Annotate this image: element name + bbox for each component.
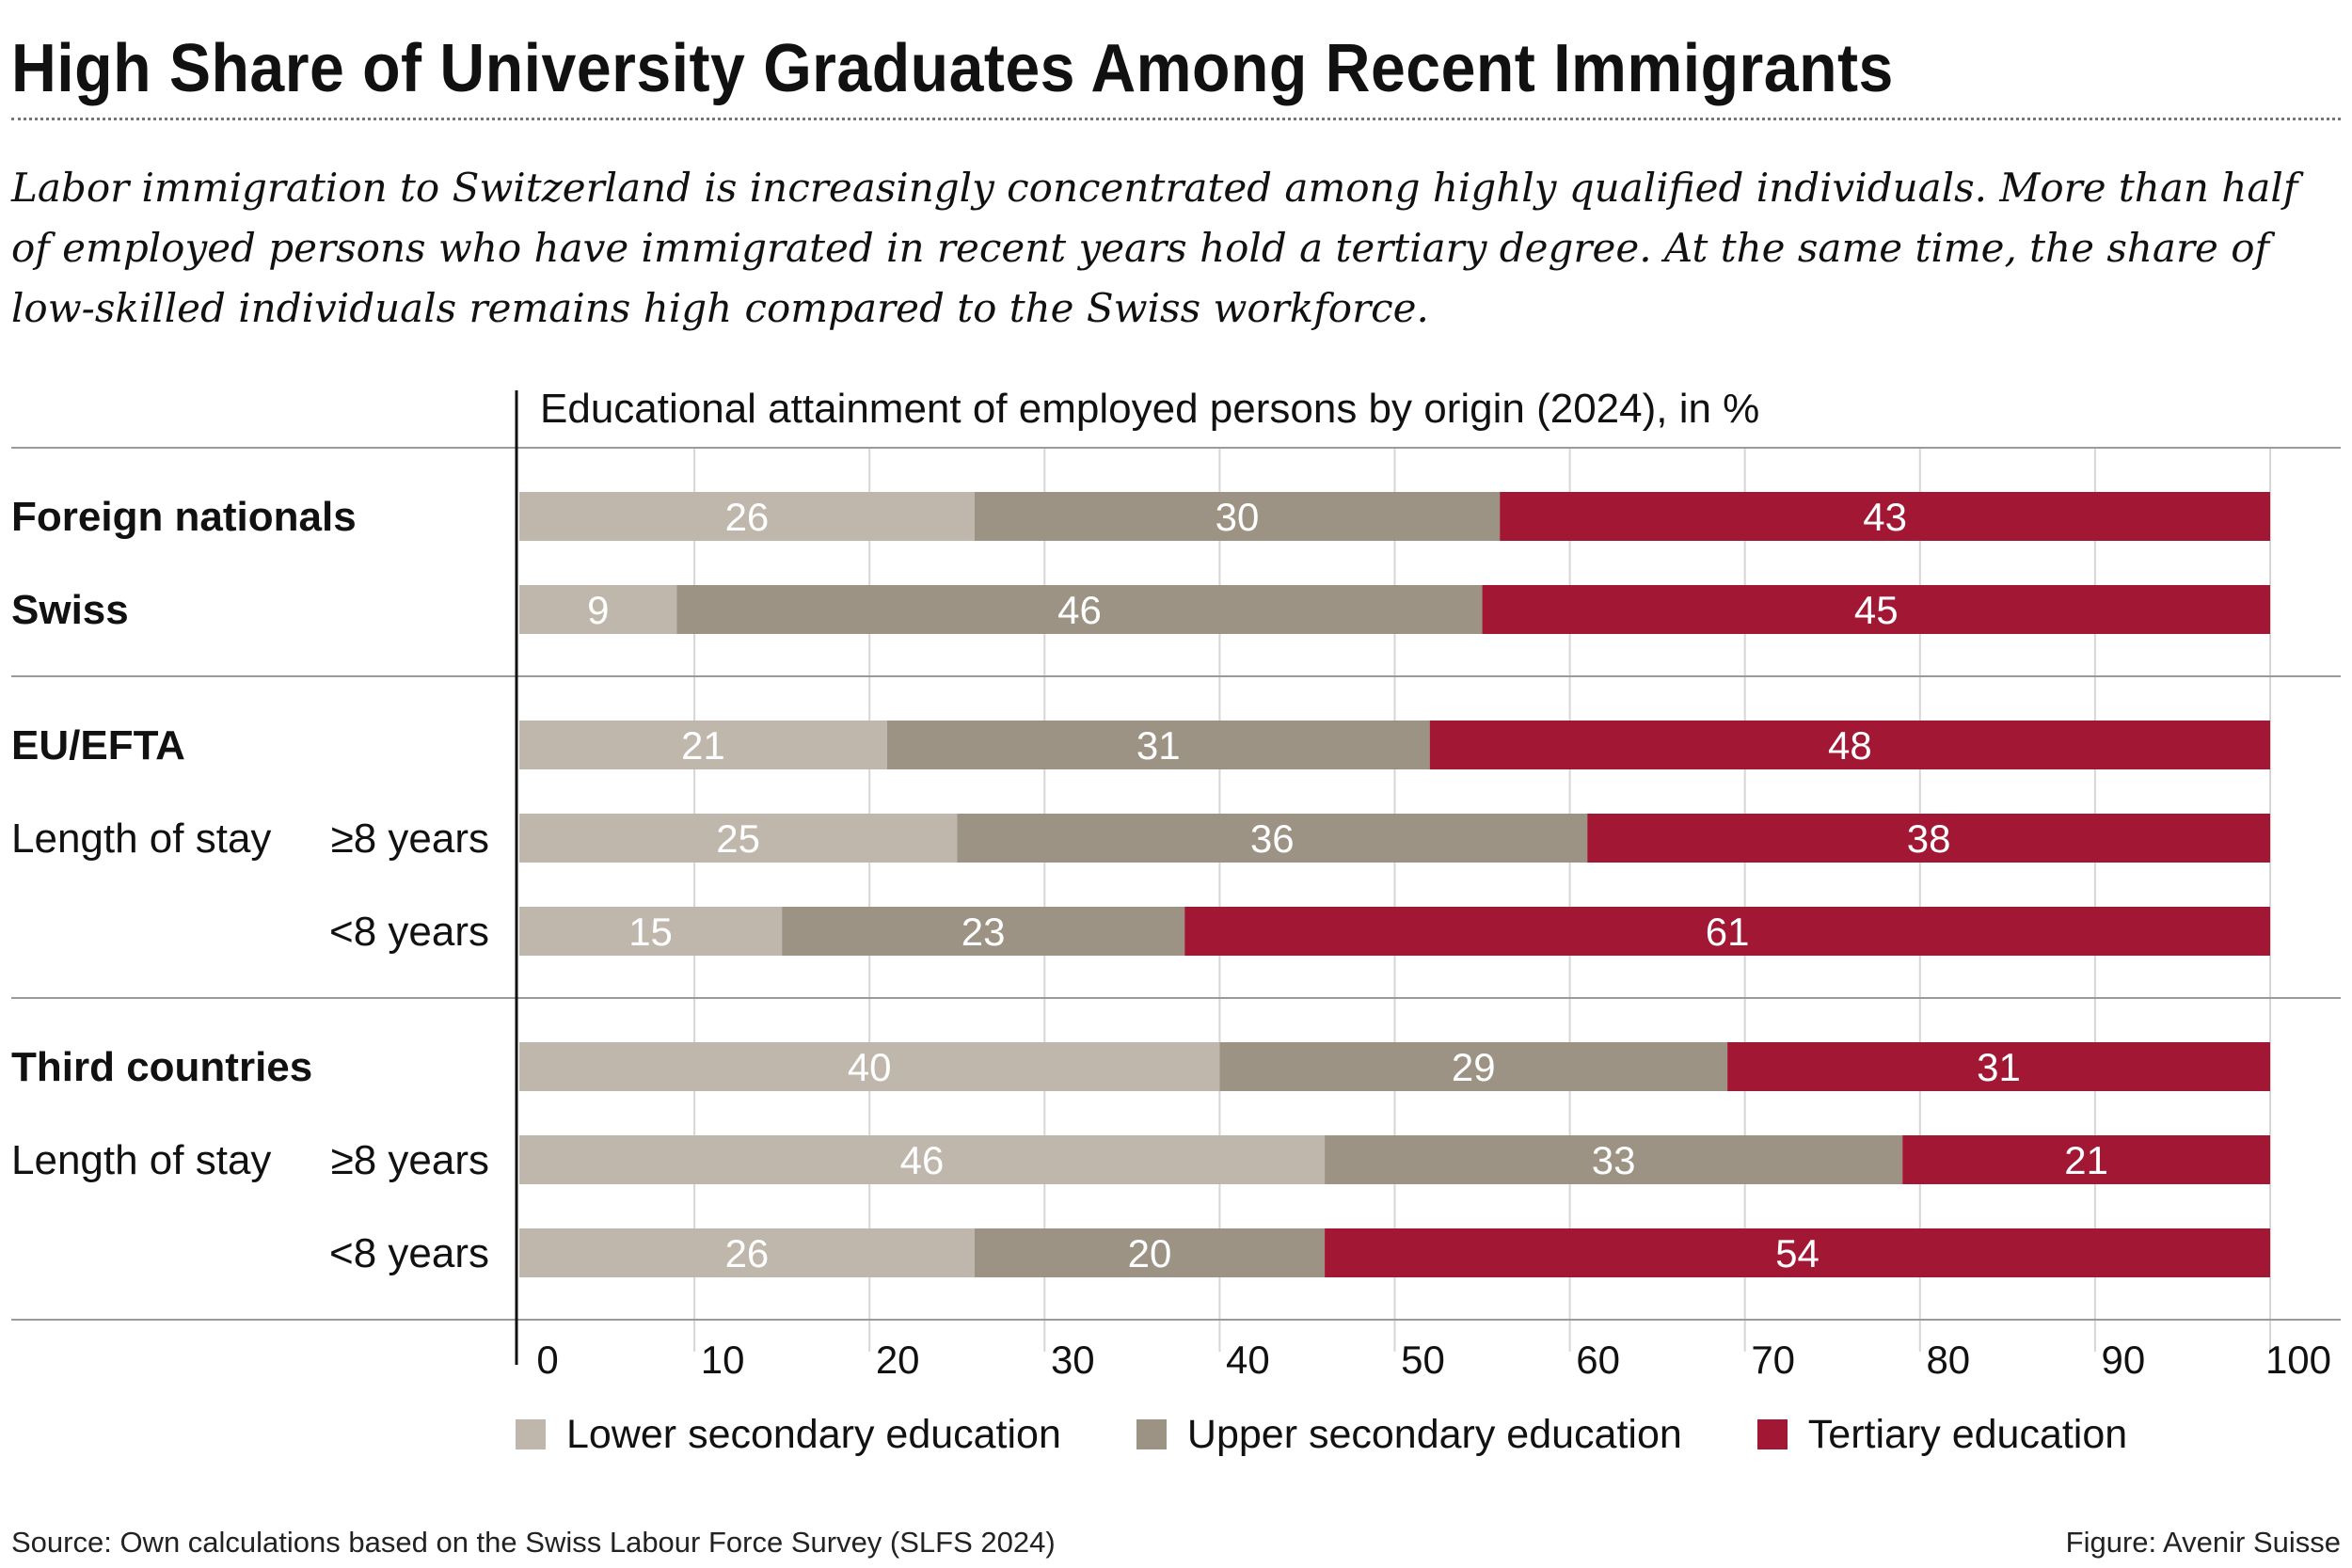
bar-segment: [519, 1135, 1326, 1184]
data-label: 33: [1592, 1138, 1636, 1182]
data-label: 9: [587, 588, 609, 632]
bar-segment: [1429, 721, 2270, 769]
data-label: 46: [1057, 588, 1102, 632]
data-label: 25: [716, 816, 760, 861]
row-sublabel: <8 years: [329, 909, 489, 955]
data-label: 31: [1977, 1045, 2021, 1089]
source-note: Source: Own calculations based on the Sw…: [11, 1526, 1056, 1559]
x-tick-label: 10: [701, 1338, 745, 1382]
bar-segment: [782, 907, 1185, 956]
legend-item-tertiary: Tertiary education: [1756, 1411, 2128, 1458]
bar-segment: [957, 814, 1588, 863]
bar-segment: [1500, 492, 2270, 541]
row-label: EU/EFTA: [11, 722, 185, 768]
chart-subtitle: Labor immigration to Switzerland is incr…: [11, 165, 2298, 331]
bar-segment: [519, 907, 783, 956]
legend-swatch-lower-secondary: [516, 1419, 546, 1449]
bar-segment: [974, 492, 1501, 541]
bar-segment: [886, 721, 1430, 769]
bar-segment: [519, 814, 958, 863]
bar-segment: [1219, 1042, 1728, 1091]
data-label: 46: [900, 1138, 945, 1182]
x-tick-label: 30: [1051, 1338, 1095, 1382]
legend-item-upper-secondary: Upper secondary education: [1136, 1412, 1682, 1458]
bar-segment: [1587, 814, 2270, 863]
data-label: 54: [1775, 1231, 1820, 1275]
bar-segment: [1325, 1228, 2270, 1277]
legend-label-upper-secondary: Upper secondary education: [1186, 1411, 1682, 1457]
bar-segment: [676, 585, 1483, 634]
x-tick-label: 50: [1401, 1338, 1445, 1382]
data-label: 36: [1250, 816, 1295, 861]
x-tick-label: 100: [2265, 1338, 2331, 1382]
bar-segment: [519, 492, 975, 541]
chart-title: High Share of University Graduates Among…: [11, 31, 1894, 106]
row-label: Foreign nationals: [11, 494, 357, 540]
data-label: 48: [1828, 723, 1872, 768]
stacked-bar-chart: Educational attainment of employed perso…: [11, 386, 2341, 1382]
x-tick-label: 40: [1226, 1338, 1270, 1382]
bar-segment: [1482, 585, 2270, 634]
data-label: 45: [1854, 588, 1899, 632]
row-label: Third countries: [11, 1044, 312, 1090]
data-label: 20: [1128, 1231, 1172, 1275]
figure-credit: Figure: Avenir Suisse: [2065, 1526, 2341, 1559]
x-tick-label: 80: [1926, 1338, 1970, 1382]
data-label: 21: [2064, 1138, 2108, 1182]
bar-segment: [1727, 1042, 2270, 1091]
bar-segment: [1184, 907, 2270, 956]
bar-segment: [519, 721, 887, 769]
plot-title: Educational attainment of employed perso…: [540, 386, 1759, 432]
data-label: 26: [725, 1231, 770, 1275]
data-label: 38: [1907, 816, 1951, 861]
title-divider: [11, 118, 2341, 120]
row-label: Length of stay: [11, 816, 271, 862]
row-label: Swiss: [11, 587, 129, 633]
legend-swatch-upper-secondary: [1136, 1419, 1167, 1449]
legend-label-lower-secondary: Lower secondary education: [566, 1411, 1061, 1457]
bar-segment: [974, 1228, 1326, 1277]
data-label: 23: [961, 910, 1006, 954]
legend-item-lower-secondary: Lower secondary education: [516, 1412, 1061, 1458]
bar-segment: [519, 585, 677, 634]
bar-segment: [519, 1042, 1220, 1091]
data-label: 21: [681, 723, 725, 768]
data-label: 31: [1136, 723, 1181, 768]
x-tick-label: 20: [876, 1338, 920, 1382]
data-label: 30: [1216, 495, 1260, 539]
data-label: 29: [1452, 1045, 1496, 1089]
legend-label-tertiary: Tertiary education: [1807, 1411, 2128, 1457]
legend-swatch-tertiary: [1756, 1419, 1788, 1449]
x-tick-label: 70: [1751, 1338, 1795, 1382]
bar-segment: [1325, 1135, 1903, 1184]
x-tick-label: 0: [536, 1338, 558, 1382]
row-label: Length of stay: [11, 1137, 271, 1183]
data-label: 40: [848, 1045, 892, 1089]
x-tick-label: 60: [1576, 1338, 1620, 1382]
row-sublabel: ≥8 years: [331, 1137, 489, 1183]
legend: Lower secondary education Upper secondar…: [516, 1406, 2202, 1463]
bar-segment: [519, 1228, 975, 1277]
bar-segment: [1902, 1135, 2270, 1184]
data-label: 26: [725, 495, 770, 539]
row-sublabel: <8 years: [329, 1230, 489, 1276]
x-tick-label: 90: [2102, 1338, 2146, 1382]
row-sublabel: ≥8 years: [331, 816, 489, 862]
data-label: 43: [1863, 495, 1907, 539]
data-label: 15: [628, 910, 673, 954]
data-label: 61: [1706, 910, 1750, 954]
